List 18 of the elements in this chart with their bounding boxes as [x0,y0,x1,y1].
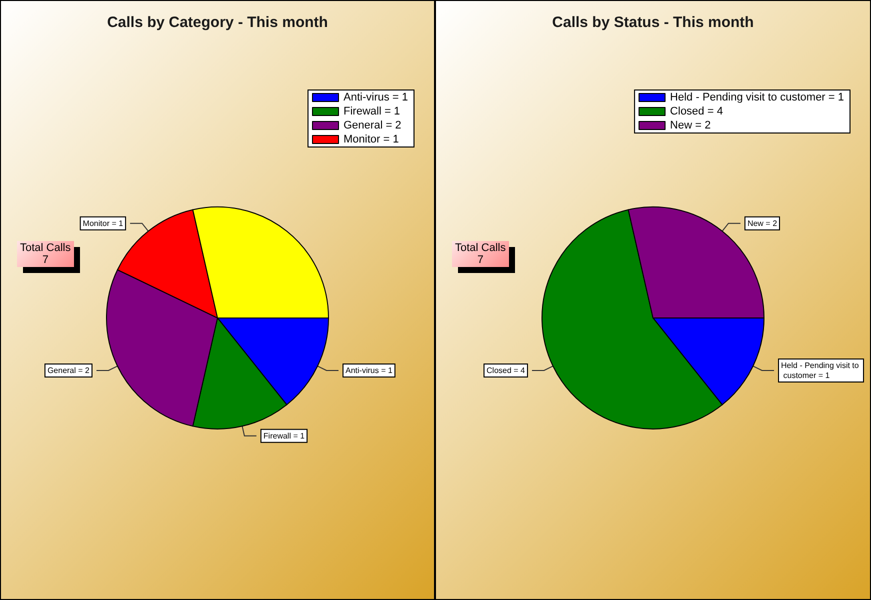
legend-label: Held - Pending visit to customer = 1 [670,92,844,104]
text: Total Calls 7 [17,241,74,267]
slice-label: Firewall = 1 [263,431,306,440]
slice-label: General = 2 [47,366,90,375]
chart-title: Calls by Category - This month [107,14,328,31]
legend-label: New = 2 [670,120,711,132]
legend-label: Anti-virus = 1 [344,92,408,104]
legend-label: Monitor = 1 [344,134,399,146]
legend-label: Closed = 4 [670,106,723,118]
slice-label: Held - Pending visit to customer = 1 [781,360,860,380]
legend-label: Firewall = 1 [344,106,400,118]
slice-label: Anti-virus = 1 [346,366,393,375]
text: Total Calls 7 [452,241,509,267]
slice-label: New = 2 [747,218,778,228]
slice-label: Monitor = 1 [82,218,124,228]
legend-label: General = 2 [344,120,402,132]
slice-label: Closed = 4 [486,366,526,375]
chart-title: Calls by Status - This month [552,14,754,31]
